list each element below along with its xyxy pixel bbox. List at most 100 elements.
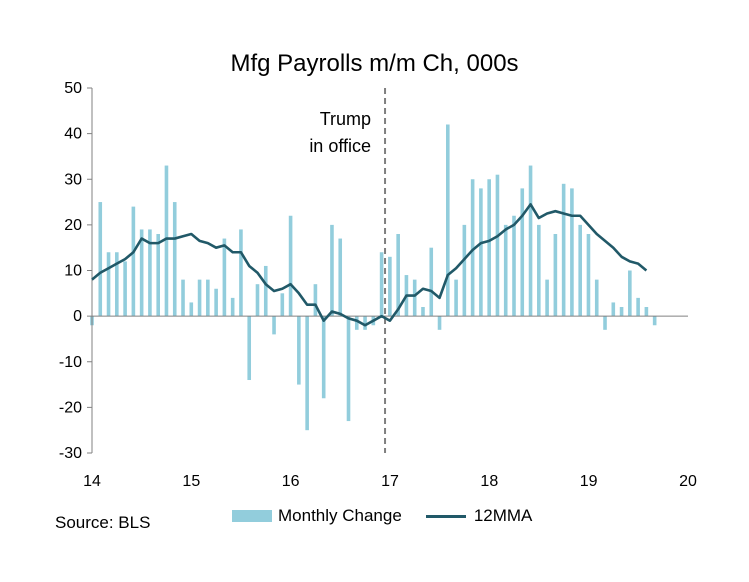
bar-monthly-change <box>379 252 384 317</box>
bar-monthly-change <box>189 302 194 317</box>
bar-monthly-change <box>619 307 624 317</box>
bar-monthly-change <box>603 316 607 330</box>
bar-monthly-change <box>297 316 301 385</box>
bar-monthly-change <box>636 297 640 317</box>
bar-monthly-change <box>305 316 309 431</box>
bar-monthly-change <box>628 270 632 317</box>
bar-monthly-change <box>115 252 119 317</box>
x-tick-label: 18 <box>480 473 498 490</box>
bar-monthly-change <box>537 224 541 317</box>
bar-monthly-change <box>412 279 417 317</box>
bar-monthly-change <box>396 234 400 317</box>
legend-bar-label: Monthly Change <box>278 506 402 525</box>
bar-monthly-change <box>528 165 533 317</box>
x-tick-label: 19 <box>580 473 598 490</box>
bar-monthly-change <box>272 316 276 335</box>
bar-monthly-change <box>280 293 285 317</box>
y-tick-label: -10 <box>59 354 82 371</box>
bar-monthly-change <box>354 316 359 330</box>
bar-monthly-change <box>197 279 202 317</box>
legend-line-label: 12MMA <box>473 506 533 525</box>
legend-line-swatch <box>425 514 466 518</box>
bar-monthly-change <box>520 188 525 317</box>
bar-monthly-change <box>148 229 152 317</box>
bar-monthly-change <box>106 252 111 317</box>
bar-monthly-change <box>487 179 491 317</box>
axes-layer <box>87 87 688 454</box>
bar-monthly-change <box>222 238 227 317</box>
bar-monthly-change <box>156 234 160 317</box>
y-tick-label: -30 <box>59 445 82 462</box>
y-tick-label: 30 <box>64 171 82 188</box>
bar-monthly-change <box>321 316 326 399</box>
bar-monthly-change <box>123 261 127 317</box>
bar-monthly-change <box>338 238 343 317</box>
line-12mma <box>91 203 648 327</box>
y-tick-label: 10 <box>64 263 82 280</box>
bar-monthly-change <box>255 284 260 317</box>
bar-monthly-change <box>470 179 475 317</box>
bar-monthly-change <box>239 229 243 317</box>
annotation-layer: Trump in office <box>309 88 387 453</box>
bar-monthly-change <box>586 234 591 317</box>
legend-item-12mma: 12MMA <box>425 506 533 526</box>
bar-monthly-change <box>131 206 136 317</box>
bar-monthly-change <box>561 183 566 317</box>
bar-monthly-change <box>206 279 210 317</box>
bar-monthly-change <box>421 307 425 317</box>
bar-monthly-change <box>437 316 442 330</box>
x-tick-label: 15 <box>182 473 200 490</box>
bar-monthly-change <box>230 297 235 317</box>
bar-monthly-change <box>172 202 177 317</box>
bar-monthly-change <box>611 302 616 317</box>
chart-title: Mfg Payrolls m/m Ch, 000s <box>230 50 519 77</box>
bar-monthly-change <box>313 284 318 317</box>
legend-item-monthly-change: Monthly Change <box>232 506 402 526</box>
bar-monthly-change <box>214 288 218 317</box>
bar-monthly-change <box>363 316 367 330</box>
bar-monthly-change <box>495 174 500 317</box>
y-tick-label: -20 <box>59 399 82 416</box>
bar-monthly-change <box>429 247 434 317</box>
bar-monthly-change <box>512 215 516 317</box>
annotation-text: in office <box>309 136 371 156</box>
source-note: Source: BLS <box>55 513 151 532</box>
bar-monthly-change <box>454 279 458 317</box>
x-tick-label: 16 <box>282 473 300 490</box>
bar-monthly-change <box>503 224 508 317</box>
x-tick-label: 20 <box>679 473 697 490</box>
bar-monthly-change <box>139 229 144 317</box>
bar-monthly-change <box>98 202 103 317</box>
bar-monthly-change <box>181 279 185 317</box>
y-tick-label: 50 <box>64 80 82 97</box>
bar-monthly-change <box>346 316 351 422</box>
line-layer <box>91 203 648 327</box>
annotation-text: Trump <box>320 109 371 129</box>
bar-monthly-change <box>288 215 293 317</box>
x-tick-label: 14 <box>83 473 101 490</box>
bar-monthly-change <box>652 316 657 326</box>
bar-monthly-change <box>644 307 649 317</box>
bar-monthly-change <box>594 279 599 317</box>
y-tick-label: 40 <box>64 126 82 143</box>
bar-monthly-change <box>164 165 169 317</box>
legend: Monthly Change 12MMA <box>232 506 556 526</box>
bar-monthly-change <box>479 188 483 317</box>
bars-layer <box>90 124 657 431</box>
bar-monthly-change <box>462 224 467 317</box>
bar-monthly-change <box>388 256 392 317</box>
bar-monthly-change <box>553 234 558 317</box>
legend-bar-swatch <box>232 510 272 522</box>
bar-monthly-change <box>545 279 549 317</box>
x-tick-label: 17 <box>381 473 399 490</box>
bar-monthly-change <box>446 124 450 317</box>
bar-monthly-change <box>330 224 334 317</box>
bar-monthly-change <box>263 265 268 317</box>
bar-monthly-change <box>578 224 582 317</box>
bar-monthly-change <box>570 188 574 317</box>
y-tick-label: 20 <box>64 217 82 234</box>
ticks-layer: -30 -20 -10 0 10 20 30 40 50 14 15 16 17 18 19 20 <box>59 80 697 490</box>
y-tick-label: 0 <box>73 308 82 325</box>
bar-monthly-change <box>247 316 252 381</box>
